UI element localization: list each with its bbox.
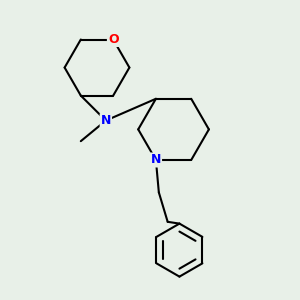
Text: N: N (100, 114, 111, 127)
Text: O: O (108, 33, 119, 46)
Text: N: N (151, 154, 161, 166)
